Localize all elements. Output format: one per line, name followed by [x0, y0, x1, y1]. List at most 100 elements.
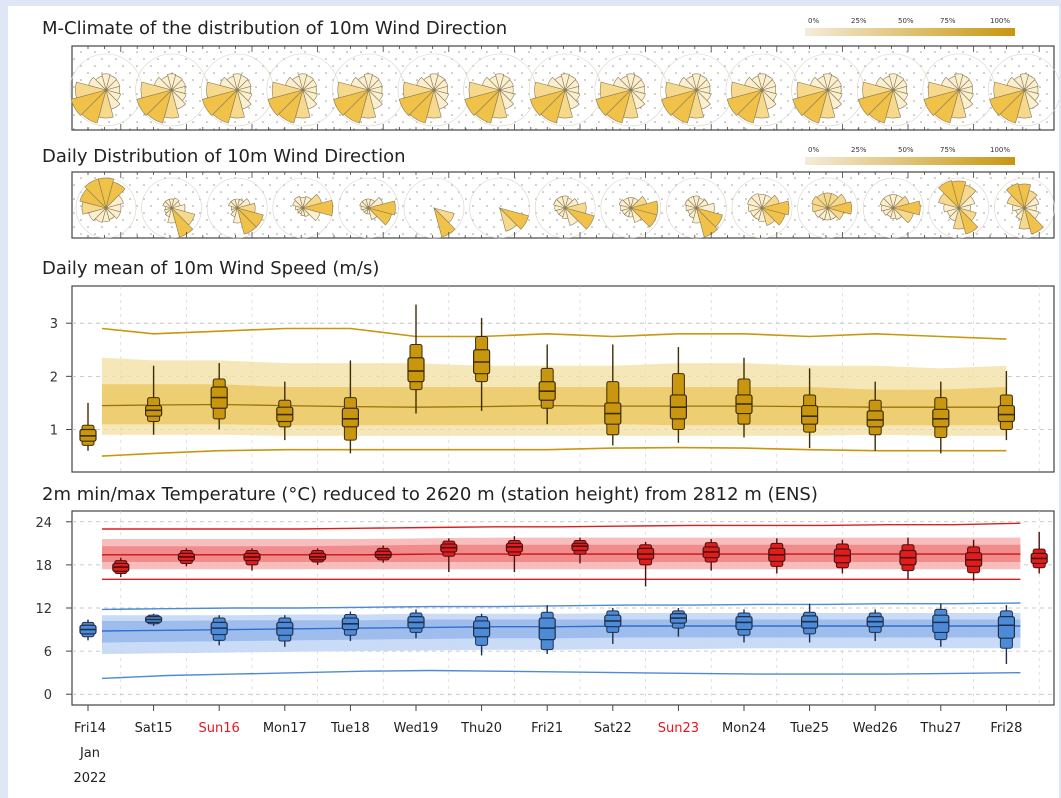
mclimate-rose-petal: [95, 75, 107, 92]
mclimate-rose-petal: [432, 79, 449, 91]
wind-box: [473, 317, 491, 411]
mclimate-rose-petal: [941, 76, 960, 91]
daily-rose-petal: [883, 194, 894, 210]
mclimate-rose-petal: [104, 79, 121, 91]
legend-tick-label: 0%: [808, 146, 819, 154]
wind-box: [341, 360, 359, 454]
temp-min-box: [210, 615, 228, 646]
daily-rose-petal: [957, 195, 976, 209]
mclimate-rose-petal: [153, 76, 173, 91]
daily-rose-petal: [629, 207, 658, 228]
daily-percent-legend: 0% 25% 50% 75% 100%: [805, 146, 1015, 165]
mclimate-rose-petal: [423, 75, 435, 92]
temp-min-box: [276, 615, 294, 647]
mclimate-rose-petal: [337, 81, 370, 99]
mclimate-rose-petal: [626, 73, 636, 92]
mclimate-rose-petal: [547, 76, 567, 91]
daily-rose-petal: [84, 178, 107, 210]
daily-rose-ring: [797, 177, 858, 239]
legend-colorbar: [805, 28, 1015, 36]
temp-ytick-label: 24: [35, 516, 52, 531]
daily-rose-ring: [403, 177, 465, 239]
daily-rose-petal: [892, 200, 921, 216]
daily-rose-ring: [338, 177, 399, 239]
daily-rose-ring: [994, 177, 1055, 239]
daily-rose-ring: [141, 177, 202, 239]
daily-rose-ring: [600, 177, 662, 239]
wind-box: [866, 381, 884, 451]
daily-rose-ring: [731, 177, 793, 239]
mclimate-rose-petal: [661, 89, 698, 116]
daily-rose-petal: [687, 196, 697, 210]
mclimate-rose-petal: [433, 75, 446, 92]
mclimate-rose-petal: [954, 73, 964, 92]
daily-rose-petal: [1023, 196, 1040, 209]
daily-rose-petal: [892, 207, 914, 224]
daily-rose-ring: [469, 177, 530, 239]
mclimate-rose-petal: [892, 79, 908, 91]
temp-max-box: [636, 541, 655, 587]
x-tick-label-thu20: Thu20: [460, 721, 502, 736]
daily-rose-petal: [760, 207, 786, 226]
mclimate-rose-petal: [301, 79, 318, 91]
temp-ytick-label: 6: [44, 645, 52, 660]
daily-rose-petal: [499, 206, 518, 232]
daily-rose-petal: [236, 206, 257, 235]
temp-max-climate-max-line: [102, 522, 1021, 530]
mclimate-rose-petal: [350, 76, 370, 91]
daily-rose-petal: [692, 206, 701, 224]
temp-ytick-label: 18: [35, 559, 52, 574]
daily-rose-petal: [688, 206, 697, 219]
wind-box: [604, 344, 622, 446]
temp-max-box: [571, 537, 589, 564]
daily-rose-petal: [562, 206, 569, 219]
mclimate-rose-petal: [691, 73, 701, 92]
mclimate-rose-petal: [403, 81, 436, 99]
mclimate-rose-petal: [858, 89, 895, 116]
temp-max-box: [309, 548, 327, 565]
temp-min-box: [604, 608, 622, 644]
mclimate-rose-petal: [302, 75, 314, 92]
daily-rose-ring: [206, 177, 268, 239]
mclimate-rose-petal: [685, 75, 697, 92]
x-tick-label-sat15: Sat15: [135, 721, 173, 736]
mclimate-rose-petal: [1023, 75, 1036, 92]
daily-rose-petal: [104, 194, 124, 209]
legend-tick-label: 25%: [851, 146, 867, 154]
temp-min-box: [866, 609, 884, 642]
wind-box: [145, 365, 163, 435]
mclimate-rose-petal: [488, 75, 501, 92]
mclimate-rose-petal: [232, 73, 242, 92]
wind-box: [407, 304, 425, 414]
temp-min-box-inner-box: [932, 614, 950, 634]
x-tick-label-mon24: Mon24: [722, 721, 766, 736]
x-tick-label-mon17: Mon17: [263, 721, 307, 736]
panel-title-mclimate: M-Climate of the distribution of 10m Win…: [42, 18, 507, 39]
legend-tick-label: 50%: [898, 146, 914, 154]
daily-rose-petal: [811, 195, 829, 209]
mclimate-rose-petal: [629, 79, 646, 91]
daily-rose-petal: [104, 207, 121, 220]
wind-ytick-label: 1: [50, 423, 58, 438]
daily-rose-petal: [816, 193, 829, 210]
daily-rose-petal: [301, 199, 334, 217]
mclimate-roses: [69, 53, 1059, 127]
temp-max-box: [243, 548, 261, 571]
strip-ticks: [87, 46, 1040, 238]
temp-max-climate-median-line: [102, 553, 1021, 556]
mclimate-rose-petal: [888, 73, 898, 92]
mclimate-rose-petal: [292, 75, 304, 92]
mclimate-rose-petal: [468, 81, 501, 99]
mclimate-rose-petal: [136, 89, 173, 116]
temp-min-box: [538, 605, 556, 654]
temp-max-box: [964, 539, 983, 581]
wind-box: [735, 357, 753, 438]
temp-max-box: [768, 538, 786, 574]
daily-rose-petal: [564, 207, 595, 230]
mclimate-rose-petal: [564, 75, 577, 92]
mclimate-rose-petal: [862, 81, 895, 99]
wind-box: [538, 344, 556, 425]
mclimate-rose-petal: [357, 75, 369, 92]
daily-rose-petal: [164, 207, 173, 218]
mclimate-rose-petal: [613, 76, 632, 91]
